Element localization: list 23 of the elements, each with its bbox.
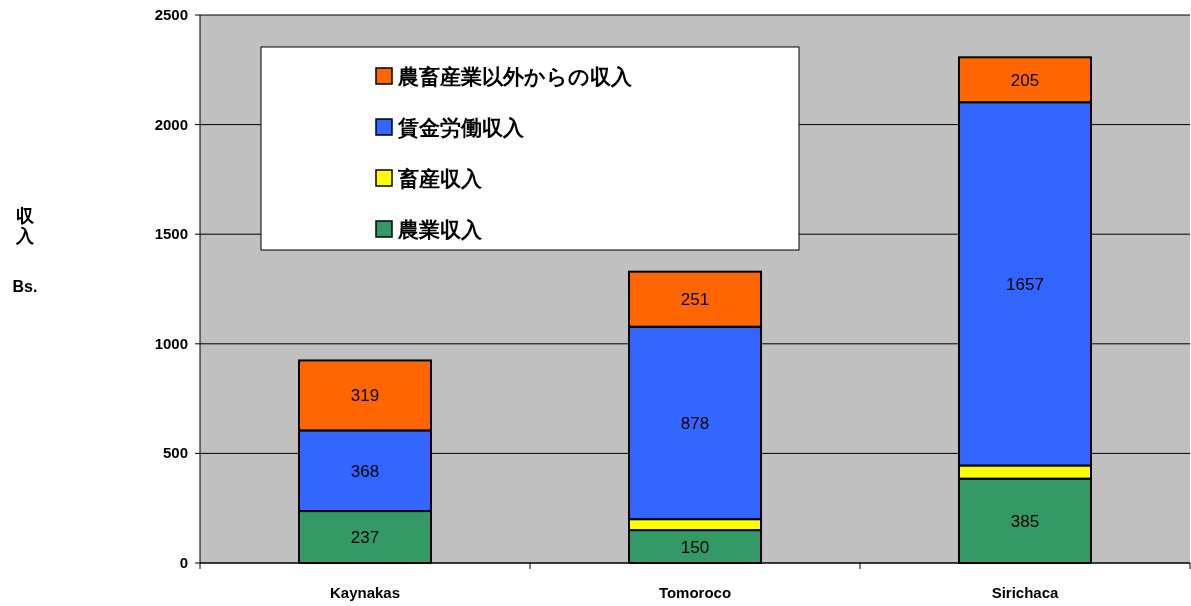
legend-label: 農畜産業以外からの収入 xyxy=(397,65,633,88)
data-label: 205 xyxy=(1010,70,1040,90)
y-tick-label: 0 xyxy=(179,554,188,571)
legend-label: 畜産収入 xyxy=(397,167,483,190)
y-tick-label: 2000 xyxy=(154,115,188,133)
y-tick-label: 500 xyxy=(162,444,188,462)
y-tick-label: 1000 xyxy=(154,334,188,352)
y-tick-label: 2500 xyxy=(154,6,188,23)
x-tick-label: Kaynakas xyxy=(329,584,401,601)
y-tick-label: 1500 xyxy=(154,225,188,243)
data-label: 251 xyxy=(680,290,710,310)
text: 収入 Bs. xyxy=(12,206,38,295)
data-label: 319 xyxy=(350,386,380,406)
data-label: 1657 xyxy=(1006,274,1044,294)
data-label: 150 xyxy=(680,537,710,557)
legend-label: 賃金労働収入 xyxy=(397,116,525,140)
data-label: 878 xyxy=(680,413,710,433)
x-tick-label: Tomoroco xyxy=(658,584,732,601)
legend-label: 農業収入 xyxy=(397,218,483,241)
data-label: 368 xyxy=(350,461,380,481)
x-tick-label: Sirichaca xyxy=(991,584,1060,601)
data-label: 385 xyxy=(1010,511,1040,531)
data-label: 237 xyxy=(350,528,380,548)
